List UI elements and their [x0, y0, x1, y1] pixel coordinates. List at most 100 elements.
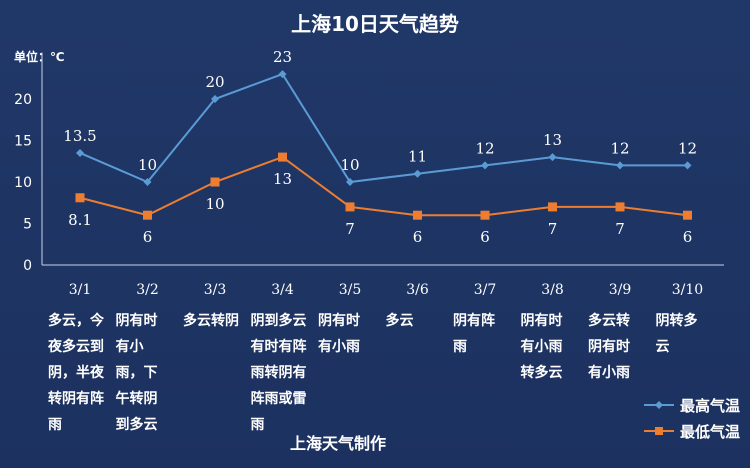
legend-label-low: 最低气温 [680, 422, 741, 441]
weather-line: 阴到多云 [250, 313, 307, 329]
data-point-high [481, 161, 489, 170]
data-point-high [143, 178, 152, 186]
weather-description: 多云转阴 [183, 308, 251, 334]
weather-line: 到多云 [115, 417, 158, 433]
x-tick-label: 3/8 [541, 282, 564, 298]
weather-description: 阴有时 有小雨 转多云 [521, 308, 589, 386]
legend-marker-low [644, 427, 674, 435]
weather-description: 多云，今夜多云到阴，半夜转阴有阵雨 [48, 308, 116, 438]
weather-line: 云 [655, 339, 670, 355]
data-point-high [413, 169, 422, 178]
weather-line: 有小雨 [318, 339, 360, 355]
x-tick-label: 3/7 [474, 282, 497, 298]
weather-description: 阴有时 有小 雨，下 午转阴 到多云 [116, 308, 184, 438]
data-label-low: 13 [273, 170, 292, 188]
weather-line: 多云 [385, 313, 414, 329]
x-tick-label: 3/3 [204, 282, 227, 298]
weather-line: 有小雨 [588, 365, 630, 381]
data-label-high: 11 [408, 148, 427, 166]
weather-line: 阴有时 [520, 313, 563, 329]
x-tick-label: 3/1 [69, 282, 92, 298]
weather-line: 夜多云到 [48, 339, 104, 355]
legend: 最高气温 最低气温 [644, 392, 740, 444]
unit-label: 单位：℃ [14, 50, 65, 64]
data-point-low [548, 202, 557, 212]
weather-line: 阴有时 [115, 313, 158, 329]
data-point-high [211, 95, 219, 103]
legend-item-high: 最高气温 [644, 392, 740, 418]
data-point-low [683, 210, 692, 220]
data-label-low: 7 [548, 220, 558, 238]
data-label-high: 12 [475, 139, 494, 157]
weather-line: 有小雨 [520, 339, 563, 355]
legend-label-high: 最高气温 [680, 396, 741, 415]
data-label-high: 20 [205, 73, 224, 91]
data-label-high: 10 [138, 156, 157, 174]
x-tick-label: 3/5 [339, 282, 362, 298]
data-point-high [278, 70, 287, 79]
chart-title: 上海10日天气趋势 [291, 12, 459, 36]
x-tick-label: 3/2 [136, 282, 159, 298]
series-line-high [79, 72, 688, 184]
weather-line: 雨 [48, 417, 62, 433]
weather-line: 雨，下 [115, 365, 158, 381]
weather-description: 阴有阵雨 [453, 308, 521, 360]
data-label-high: 13 [543, 131, 562, 149]
weather-line: 多云转 [588, 313, 630, 329]
data-point-low [480, 210, 490, 220]
data-point-low [75, 193, 85, 203]
data-point-high [548, 153, 557, 162]
weather-line: 雨 [250, 417, 265, 433]
data-point-low [143, 210, 152, 220]
series-line-low [79, 155, 688, 217]
data-point-high [76, 148, 84, 157]
weather-line: 多云转阴 [183, 313, 239, 329]
data-point-low [210, 177, 220, 187]
data-label-high: 12 [610, 139, 629, 157]
weather-description: 阴到多云 有时有阵 雨转阴有 阵雨或雷雨 [251, 308, 319, 438]
y-tick-label: 20 [14, 92, 32, 108]
weather-line: 阴，半夜 [48, 365, 104, 381]
weather-line: 阴有时 [318, 313, 360, 329]
weather-line: 阴有阵 [453, 313, 495, 329]
y-tick-label: 15 [14, 134, 32, 150]
data-point-high [346, 178, 354, 186]
weather-line: 转多云 [520, 365, 563, 381]
data-point-low [413, 210, 422, 220]
data-label-high: 23 [273, 48, 292, 66]
data-label-low: 6 [143, 228, 153, 246]
data-label-low: 6 [683, 228, 693, 246]
credit-text: 上海天气制作 [290, 434, 387, 453]
data-label-low: 6 [480, 228, 490, 246]
data-point-low [278, 152, 287, 162]
data-label-low: 10 [205, 195, 224, 213]
weather-line: 有时有阵 [250, 339, 307, 355]
y-tick-label: 10 [14, 175, 32, 191]
weather-line: 午转阴 [115, 391, 158, 407]
weather-description: 阴有时 有小雨 [318, 308, 386, 360]
x-tick-label: 3/9 [609, 282, 632, 298]
weather-line: 雨转阴有 [250, 365, 307, 381]
data-point-low [345, 202, 355, 212]
weather-line: 雨 [453, 339, 467, 355]
data-label-low: 7 [345, 220, 355, 238]
weather-line: 阴有时 [588, 339, 630, 355]
weather-line: 阴转多 [655, 313, 698, 329]
data-label-low: 8.1 [68, 211, 92, 229]
x-tick-label: 3/10 [672, 282, 703, 298]
y-tick-label: 5 [23, 217, 32, 233]
y-tick-label: 0 [23, 258, 32, 274]
x-tick-label: 3/4 [271, 282, 294, 298]
data-label-low: 6 [413, 228, 423, 246]
data-point-high [616, 161, 624, 170]
data-label-low: 7 [615, 220, 625, 238]
weather-description: 多云转 阴有时 有小雨 [588, 308, 656, 386]
data-label-high: 13.5 [63, 127, 96, 145]
weather-line: 多云，今 [48, 313, 104, 329]
data-point-high [683, 161, 692, 170]
weather-line: 转阴有阵 [48, 391, 104, 407]
data-point-low [615, 202, 625, 212]
data-label-high: 10 [340, 156, 359, 174]
